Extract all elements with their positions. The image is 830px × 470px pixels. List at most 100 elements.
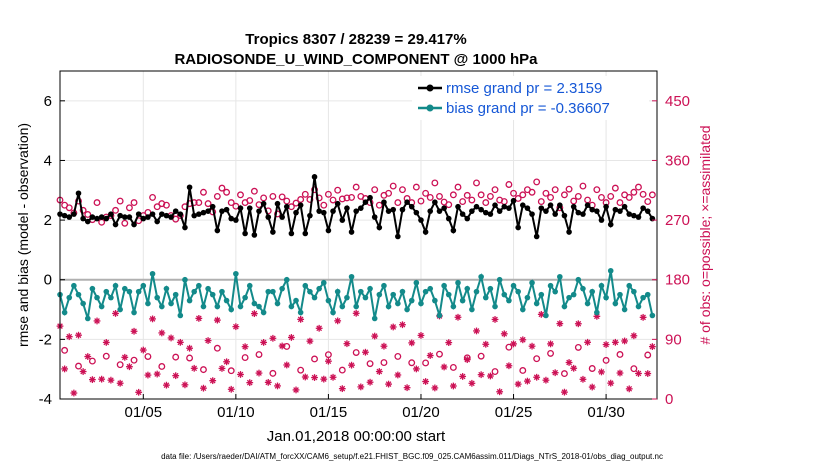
obs-assimilated-marker xyxy=(163,381,170,389)
bias-point xyxy=(487,285,494,292)
rmse-point xyxy=(237,205,244,211)
bias-point xyxy=(478,273,484,280)
obs-possible-marker xyxy=(343,194,351,202)
obs-assimilated-marker xyxy=(449,382,457,390)
rmse-point xyxy=(441,205,447,211)
obs-possible-marker xyxy=(565,185,573,193)
obs-assimilated-marker xyxy=(195,314,203,322)
rmse-point xyxy=(89,214,96,220)
obs-possible-marker xyxy=(121,219,129,227)
obs-assimilated-marker xyxy=(519,336,527,344)
obs-assimilated-marker xyxy=(144,371,152,379)
obs-possible-marker xyxy=(533,355,541,363)
obs-assimilated-marker xyxy=(542,376,550,384)
obs-assimilated-marker xyxy=(325,357,332,365)
bias-point xyxy=(66,294,73,301)
bias-point xyxy=(459,297,466,304)
obs-assimilated-marker xyxy=(237,371,244,378)
obs-assimilated-marker xyxy=(616,369,624,377)
rmse-point xyxy=(131,221,137,228)
obs-assimilated-marker xyxy=(126,363,133,371)
bias-point xyxy=(492,303,498,310)
obs-possible-marker xyxy=(560,370,568,378)
bias-point xyxy=(510,282,517,289)
rmse-point xyxy=(594,208,600,214)
rmse-point xyxy=(80,215,86,222)
obs-assimilated-marker xyxy=(186,344,193,352)
rmse-series-layer xyxy=(57,174,656,240)
obs-possible-marker xyxy=(514,195,522,202)
bias-point xyxy=(418,300,424,307)
obs-possible-marker xyxy=(352,349,360,356)
obs-possible-marker xyxy=(598,193,605,201)
bias-point xyxy=(473,288,480,295)
obs-assimilated-marker xyxy=(241,343,249,351)
obs-possible-marker xyxy=(486,192,494,200)
rmse-point xyxy=(644,208,651,214)
obs-possible-marker xyxy=(635,183,642,191)
rmse-point xyxy=(145,214,151,220)
bias-point xyxy=(621,306,628,313)
obs-possible-marker xyxy=(237,191,244,199)
bias-point xyxy=(108,294,114,301)
bias-point xyxy=(358,288,364,295)
rmse-point xyxy=(191,212,198,219)
bias-point xyxy=(390,291,397,298)
y-tick-label: -2 xyxy=(39,331,52,348)
obs-possible-marker xyxy=(213,192,221,200)
rmse-point xyxy=(84,218,91,225)
bias-point xyxy=(311,294,318,301)
bias-point xyxy=(408,297,415,304)
rmse-point xyxy=(589,206,596,213)
rmse-point xyxy=(422,229,429,235)
obs-possible-marker xyxy=(278,193,286,201)
obs-possible-marker xyxy=(380,359,388,367)
bias-point xyxy=(501,291,508,298)
bias-point xyxy=(617,291,623,298)
obs-assimilated-marker xyxy=(648,343,656,351)
rmse-point xyxy=(547,202,554,208)
obs-possible-marker xyxy=(616,351,624,358)
bias-point xyxy=(348,273,355,280)
rmse-point xyxy=(205,208,211,214)
bias-point xyxy=(353,303,359,310)
obs-possible-marker xyxy=(324,351,332,359)
rmse-point xyxy=(432,199,438,205)
obs-possible-marker xyxy=(426,193,434,201)
obs-possible-marker xyxy=(625,193,633,201)
bias-point xyxy=(482,294,489,301)
obs-possible-marker xyxy=(579,182,587,190)
rmse-point xyxy=(348,229,355,235)
obs-possible-marker xyxy=(639,190,647,198)
bias-point xyxy=(450,303,457,310)
obs-possible-marker xyxy=(200,366,207,374)
bias-point xyxy=(580,285,586,292)
bias-point xyxy=(251,300,258,307)
rmse-point xyxy=(371,214,378,220)
bias-point xyxy=(464,285,471,292)
rmse-point xyxy=(251,232,258,238)
obs-possible-marker xyxy=(144,353,152,360)
obs-possible-marker xyxy=(241,354,249,362)
obs-assimilated-marker xyxy=(121,353,129,361)
obs-possible-marker xyxy=(644,351,652,359)
y-tick-label: -4 xyxy=(39,391,52,408)
obs-assimilated-marker xyxy=(204,337,212,344)
legend: rmse grand pr = 2.3159 bias grand pr = -… xyxy=(412,76,649,120)
bias-point xyxy=(168,300,174,307)
obs-assimilated-marker xyxy=(292,386,300,394)
obs-assimilated-marker xyxy=(528,342,536,350)
rmse-point xyxy=(529,211,535,217)
obs-possible-marker xyxy=(200,188,207,196)
obs-possible-marker xyxy=(588,365,596,372)
bias-point xyxy=(594,309,600,316)
bias-point xyxy=(334,288,341,295)
obs-assimilated-marker xyxy=(607,379,615,387)
obs-possible-marker xyxy=(162,201,170,209)
obs-assimilated-marker xyxy=(79,368,87,375)
obs-assimilated-marker xyxy=(329,373,337,381)
obs-assimilated-marker xyxy=(167,334,175,342)
obs-assimilated-marker xyxy=(621,337,629,345)
obs-possible-marker xyxy=(560,191,568,199)
rmse-point xyxy=(135,211,142,217)
